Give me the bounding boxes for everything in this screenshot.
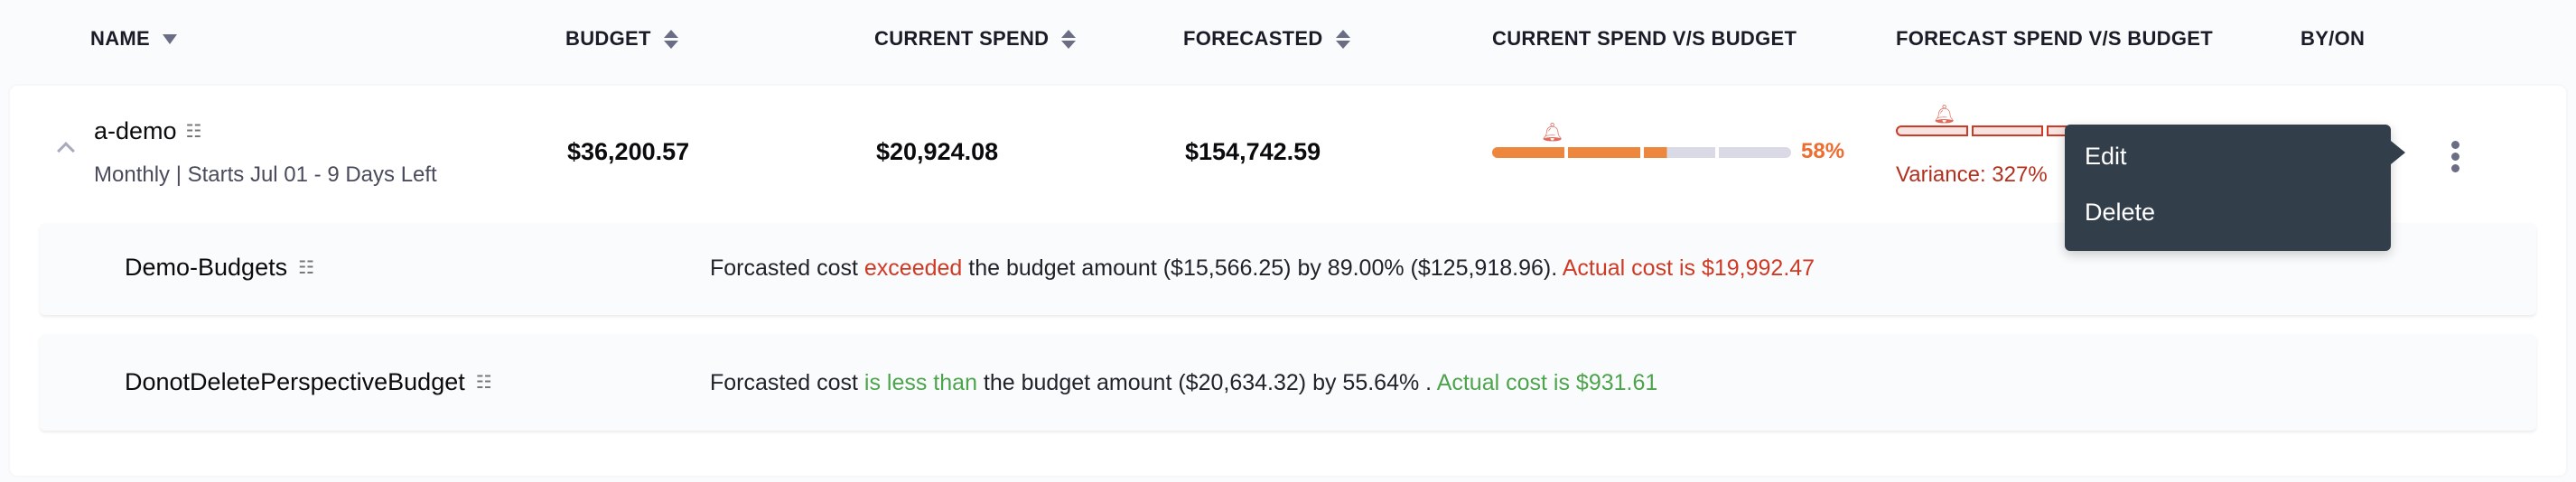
child-budget-name[interactable]: DonotDeletePerspectiveBudget ☷ bbox=[125, 368, 492, 396]
child-budget-row: DonotDeletePerspectiveBudget ☷ Forcasted … bbox=[40, 334, 2536, 431]
hierarchy-icon: ☷ bbox=[475, 373, 492, 393]
progress-segment bbox=[1719, 147, 1791, 158]
progress-segment bbox=[1643, 147, 1716, 158]
child-name-text: DonotDeletePerspectiveBudget bbox=[125, 368, 465, 395]
msg-text: the budget amount ($15,566.25) by 89.00%… bbox=[962, 255, 1563, 281]
current-spend-value: $20,924.08 bbox=[876, 138, 999, 165]
child-name-text: Demo-Budgets bbox=[125, 254, 288, 281]
alert-bell-icon: 🔔︎ bbox=[1541, 123, 1564, 143]
forecasted-value: $154,742.59 bbox=[1185, 138, 1321, 165]
msg-text: Forcasted cost bbox=[710, 370, 864, 395]
child-budget-name[interactable]: Demo-Budgets ☷ bbox=[125, 254, 314, 282]
sort-icon bbox=[1335, 29, 1350, 49]
child-budget-row: Demo-Budgets ☷ Forcasted cost exceeded th… bbox=[40, 223, 2536, 315]
child-budget-message: Forcasted cost is less than the budget a… bbox=[710, 370, 1657, 396]
column-header-by-on: BY/ON bbox=[2301, 27, 2365, 51]
header-label: BY/ON bbox=[2301, 27, 2366, 50]
column-header-name[interactable]: NAME bbox=[90, 27, 177, 51]
header-label: CURRENT SPEND bbox=[874, 27, 1050, 50]
column-header-budget[interactable]: BUDGET bbox=[565, 27, 678, 51]
budget-subtitle: Monthly | Starts Jul 01 - 9 Days Left bbox=[94, 162, 437, 187]
header-label: FORECASTED bbox=[1183, 27, 1323, 50]
column-header-current-spend[interactable]: CURRENT SPEND bbox=[874, 27, 1077, 51]
menu-item-edit[interactable]: Edit bbox=[2085, 143, 2127, 170]
alert-bell-icon: 🔔︎ bbox=[1933, 105, 1956, 125]
progress-segment bbox=[1567, 147, 1640, 158]
current-spend-progress-bar bbox=[1492, 147, 1791, 158]
header-label: FORECAST SPEND V/S BUDGET bbox=[1896, 27, 2213, 50]
column-header-forecast-vs-budget: FORECAST SPEND V/S BUDGET bbox=[1896, 27, 2213, 51]
hierarchy-icon: ☷ bbox=[185, 122, 202, 142]
header-label: CURRENT SPEND V/S BUDGET bbox=[1492, 27, 1797, 50]
menu-item-delete[interactable]: Delete bbox=[2085, 199, 2156, 226]
msg-text: the budget amount ($20,634.32) by 55.64%… bbox=[976, 370, 1437, 395]
msg-text: Forcasted cost bbox=[710, 255, 864, 281]
msg-actual-cost: Actual cost is $931.61 bbox=[1436, 370, 1658, 395]
budget-value: $36,200.57 bbox=[567, 138, 690, 165]
budget-name-text: a-demo bbox=[94, 117, 177, 144]
header-label: BUDGET bbox=[565, 27, 651, 50]
child-budget-message: Forcasted cost exceeded the budget amoun… bbox=[710, 255, 1815, 282]
header-label: NAME bbox=[90, 27, 150, 50]
msg-status: is less than bbox=[863, 370, 977, 395]
row-actions-menu: Edit Delete bbox=[2065, 125, 2391, 251]
budget-name[interactable]: a-demo ☷ bbox=[94, 117, 201, 145]
menu-pointer-arrow bbox=[2391, 141, 2405, 164]
sort-icon bbox=[1061, 29, 1077, 49]
msg-actual-cost: Actual cost is $19,992.47 bbox=[1562, 255, 1815, 281]
more-options-icon[interactable] bbox=[2451, 137, 2459, 176]
sort-icon bbox=[663, 29, 678, 49]
variance-label: Variance: 327% bbox=[1896, 162, 2048, 187]
hierarchy-icon: ☷ bbox=[298, 258, 315, 278]
progress-segment bbox=[1492, 147, 1564, 158]
column-header-current-vs-budget: CURRENT SPEND V/S BUDGET bbox=[1492, 27, 1797, 51]
msg-status: exceeded bbox=[863, 255, 963, 281]
current-spend-percent: 58% bbox=[1801, 139, 1845, 163]
sort-desc-icon bbox=[162, 33, 177, 44]
column-header-forecasted[interactable]: FORECASTED bbox=[1183, 27, 1350, 51]
